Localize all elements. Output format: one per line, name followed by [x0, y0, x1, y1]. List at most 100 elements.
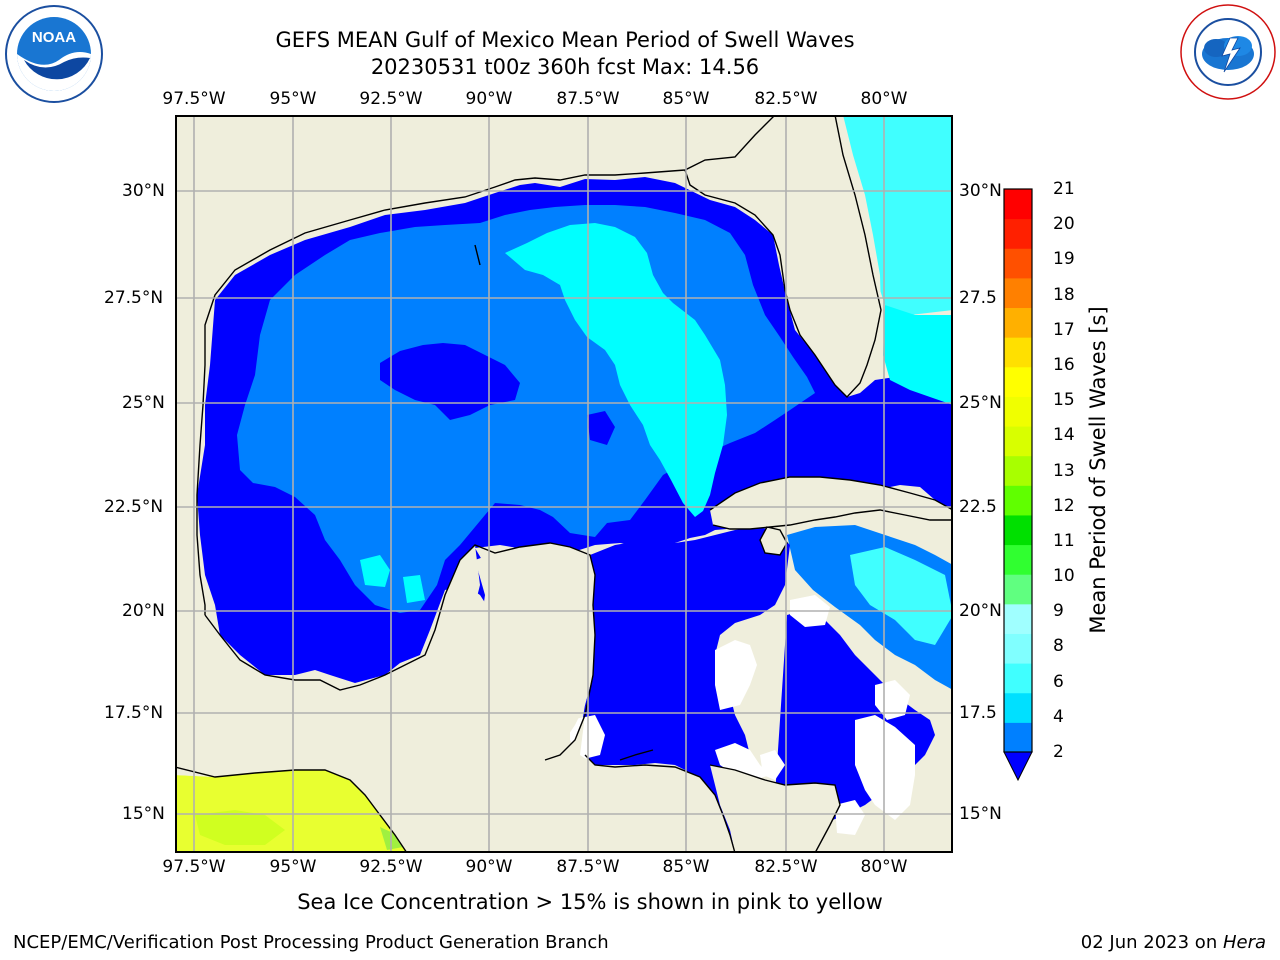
noaa-logo-text: NOAA [32, 29, 76, 46]
footer-machine: Hera [1222, 932, 1266, 953]
colorbar-tick-label: 4 [1053, 706, 1064, 727]
lat-label-left: 22.5°N [104, 497, 164, 517]
colorbar-segment [1004, 514, 1032, 546]
lat-label-left: 30°N [122, 181, 165, 201]
chart-subtitle: 20230531 t00z 360h fcst Max: 14.56 [370, 55, 760, 79]
colorbar-tick-label: 19 [1053, 249, 1075, 270]
lon-label-bottom: 97.5°W [162, 857, 226, 877]
gulf-ocean-band-6 [505, 223, 727, 517]
gulf-ocean-band-6 [360, 555, 390, 587]
colorbar-segment [1004, 603, 1032, 634]
colorbar-segment [1004, 455, 1032, 486]
us-coast-land [175, 115, 775, 615]
lat-label-left: 25°N [122, 393, 165, 413]
yucatan-land [460, 543, 595, 755]
lat-label-left: 27.5°N [104, 288, 164, 308]
coastline [175, 115, 953, 853]
lon-label-top: 87.5°W [556, 89, 620, 109]
cuba-land [710, 477, 953, 529]
colorbar-tick-label: 21 [1053, 179, 1075, 199]
colorbar-tick-label: 17 [1053, 319, 1075, 340]
lon-label-top: 85°W [662, 89, 710, 109]
colorbar-tick-label: 12 [1053, 495, 1075, 516]
colorbar-segment [1004, 574, 1032, 605]
colorbar-segment [1004, 396, 1032, 427]
colorbar-segment [1004, 485, 1032, 516]
lon-label-top: 95°W [269, 89, 317, 109]
lon-label-top: 97.5°W [162, 89, 226, 109]
gulf-ocean-band-2-inner [380, 343, 520, 420]
gulf-ocean-band-6 [403, 575, 425, 603]
lat-label-right: 25°N [959, 393, 1002, 413]
colorbar-segment [1004, 544, 1032, 575]
lat-label-left: 20°N [122, 601, 165, 621]
lat-label-right: 30°N [959, 181, 1002, 201]
atlantic-ocean-band-6 [883, 305, 953, 405]
caribbean-band-6 [850, 547, 953, 645]
gulf-ocean-band-2-inner [587, 411, 615, 445]
lat-label-left: 15°N [122, 804, 165, 824]
lat-label-right: 27.5 [959, 288, 997, 308]
noaa-logo: NOAA [5, 5, 103, 103]
lat-label-right: 15°N [959, 804, 1002, 824]
no-data-area [760, 750, 785, 780]
no-data-area [835, 800, 865, 835]
colorbar [1003, 188, 1033, 782]
colorbar-tick-label: 10 [1053, 566, 1075, 587]
lon-label-top: 90°W [465, 89, 513, 109]
lon-label-bottom: 92.5°W [359, 857, 423, 877]
gridlines [175, 115, 953, 853]
lon-label-bottom: 82.5°W [754, 857, 818, 877]
colorbar-segment [1004, 189, 1032, 220]
central-america-land [710, 765, 840, 853]
lon-label-bottom: 80°W [860, 857, 908, 877]
cuba-land [760, 527, 787, 555]
lon-label-bottom: 90°W [465, 857, 513, 877]
colorbar-segment [1004, 366, 1032, 397]
colorbar-tick-label: 8 [1053, 636, 1064, 657]
colorbar-tick-label: 9 [1053, 601, 1064, 622]
lon-label-bottom: 85°W [662, 857, 710, 877]
colorbar-segment [1004, 277, 1032, 309]
colorbar-tick-label: 14 [1053, 425, 1075, 446]
colorbar-border [1003, 188, 1033, 753]
lon-label-bottom: 95°W [269, 857, 317, 877]
colorbar-segment [1004, 218, 1032, 249]
colorbar-extend-arrow [1003, 751, 1033, 782]
lat-label-right: 20°N [959, 601, 1002, 621]
atlantic-ocean-band-6 [835, 115, 953, 315]
colorbar-tick-label: 13 [1053, 460, 1075, 481]
footer-credit: NCEP/EMC/Verification Post Processing Pr… [13, 932, 609, 953]
footer-date: 02 Jun 2023 on Hera [1081, 932, 1266, 953]
colorbar-tick-label: 11 [1053, 530, 1075, 551]
map-border [175, 115, 953, 853]
swell-period-map [175, 115, 953, 853]
nws-logo [1180, 4, 1276, 100]
footer-date-text: 02 Jun 2023 on [1080, 932, 1223, 953]
lon-label-top: 82.5°W [754, 89, 818, 109]
florida-land [685, 115, 881, 397]
lat-label-right: 22.5 [959, 497, 997, 517]
colorbar-segment [1004, 307, 1032, 338]
colorbar-tick-label: 18 [1053, 284, 1075, 305]
colorbar-tick-label: 6 [1053, 671, 1064, 692]
lat-label-right: 17.5 [959, 703, 997, 723]
colorbar-tick-label: 16 [1053, 354, 1075, 375]
colorbar-segment [1004, 633, 1032, 664]
mexico-land [175, 535, 735, 853]
chart-title: GEFS MEAN Gulf of Mexico Mean Period of … [275, 28, 855, 52]
lat-label-left: 17.5°N [104, 703, 164, 723]
colorbar-tick-label: 2 [1053, 742, 1064, 762]
sea-ice-area [195, 810, 285, 845]
colorbar-label: Mean Period of Swell Waves [s] [1086, 306, 1110, 634]
colorbar-segment [1004, 692, 1032, 723]
sea-ice-note: Sea Ice Concentration > 15% is shown in … [297, 890, 883, 914]
colorbar-segment [1004, 663, 1032, 694]
colorbar-segment [1004, 248, 1032, 279]
lon-label-top: 80°W [860, 89, 908, 109]
colorbar-segment [1004, 426, 1032, 457]
colorbar-tick-label: 20 [1053, 214, 1075, 235]
lon-label-bottom: 87.5°W [556, 857, 620, 877]
no-data-area [855, 715, 915, 820]
lon-label-top: 92.5°W [359, 89, 423, 109]
